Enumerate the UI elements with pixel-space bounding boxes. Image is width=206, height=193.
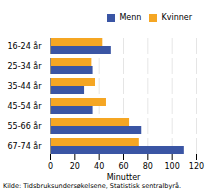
svg-text:Minutter: Minutter — [107, 173, 141, 182]
svg-text:40: 40 — [94, 162, 104, 171]
svg-text:16-24 år: 16-24 år — [8, 41, 43, 51]
svg-text:60: 60 — [118, 162, 128, 171]
html-text:Kvinner: Kvinner — [161, 13, 192, 22]
html-text:Kilde: Tidsbruksundersøkelsene: Kilde: Tidsbruksundersøkelsene, Statisti… — [3, 182, 181, 190]
svg-text:100: 100 — [165, 162, 180, 171]
svg-text:45-54 år: 45-54 år — [8, 101, 43, 111]
html-text:Menn: Menn — [119, 13, 142, 22]
svg-text:20: 20 — [70, 162, 80, 171]
svg-text:25-34 år: 25-34 år — [8, 61, 43, 71]
svg-text:120: 120 — [189, 162, 204, 171]
svg-text:55-66 år: 55-66 år — [8, 121, 43, 131]
svg-text:80: 80 — [143, 162, 153, 171]
svg-text:35-44 år: 35-44 år — [8, 81, 43, 91]
svg-text:0: 0 — [48, 162, 53, 171]
svg-text:67-74 år: 67-74 år — [8, 141, 43, 151]
